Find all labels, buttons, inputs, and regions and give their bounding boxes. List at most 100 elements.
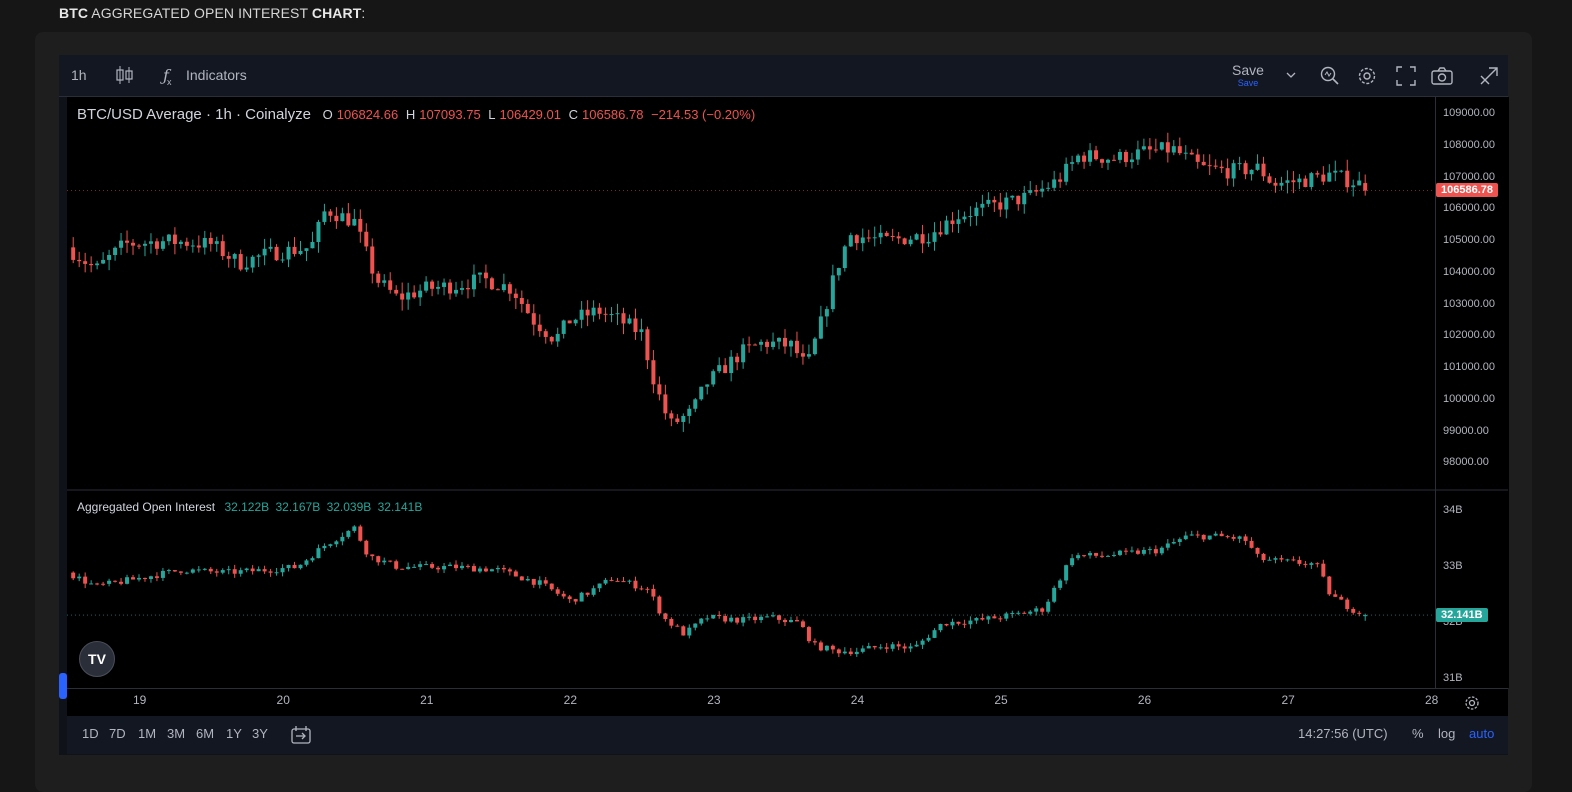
- price-candle: [202, 237, 207, 248]
- chart-plot: [67, 132, 1508, 658]
- price-candle: [992, 199, 997, 203]
- oi-title[interactable]: Aggregated Open Interest: [77, 500, 216, 514]
- axis-settings-icon[interactable]: [1463, 694, 1481, 712]
- oi-candle: [609, 579, 614, 581]
- oi-candle: [1213, 533, 1218, 536]
- utc-clock[interactable]: 14:27:56 (UTC): [1298, 726, 1388, 741]
- chevron-down-icon[interactable]: [1285, 69, 1307, 91]
- tradingview-logo[interactable]: TV: [79, 641, 115, 677]
- price-candle: [836, 268, 841, 276]
- interval-button[interactable]: 1h: [71, 67, 87, 83]
- oi-candle: [107, 580, 112, 584]
- price-candle: [1106, 159, 1110, 163]
- oi-candle: [974, 618, 979, 621]
- oi-candle: [1088, 553, 1093, 556]
- oi-candle: [645, 588, 650, 590]
- camera-icon[interactable]: [1430, 65, 1453, 87]
- range-button-3y[interactable]: 3Y: [252, 726, 268, 741]
- oi-candle: [1249, 540, 1254, 548]
- oi-candle: [1135, 550, 1140, 554]
- range-button-1d[interactable]: 1D: [82, 726, 99, 741]
- price-candle: [1273, 182, 1278, 186]
- chart-canvas[interactable]: [67, 97, 1508, 688]
- price-candle: [908, 239, 913, 245]
- price-candle: [962, 216, 967, 220]
- log-scale-toggle[interactable]: log: [1438, 726, 1456, 741]
- save-button[interactable]: Save Save: [1232, 62, 1264, 88]
- close-value: 106586.78: [582, 107, 644, 122]
- time-axis-label: 21: [420, 693, 434, 707]
- oi-open-value: 32.122B: [224, 500, 270, 514]
- oi-candle: [681, 626, 686, 636]
- oi-candle: [651, 588, 656, 597]
- price-candle: [669, 413, 674, 419]
- price-candle: [609, 314, 614, 316]
- oi-candle: [1177, 539, 1182, 542]
- symbol-title[interactable]: BTC/USD Average · 1h · Coinalyze: [77, 106, 311, 123]
- price-candle: [77, 259, 82, 262]
- auto-scale-toggle[interactable]: auto: [1469, 726, 1495, 741]
- oi-candle: [131, 577, 136, 580]
- price-candle: [633, 318, 638, 333]
- price-candle: [154, 241, 159, 249]
- oi-axis-label: 31B: [1443, 672, 1463, 684]
- price-candle: [573, 319, 578, 324]
- quick-search-icon[interactable]: [1319, 65, 1341, 87]
- oi-candle: [890, 644, 895, 649]
- price-candle: [639, 329, 644, 333]
- price-candle: [1046, 187, 1051, 189]
- price-candle: [328, 211, 333, 216]
- oi-candle: [113, 580, 118, 582]
- price-candle: [256, 255, 261, 257]
- oi-candle: [986, 616, 991, 620]
- oi-candle: [555, 589, 560, 594]
- oi-candle: [370, 554, 375, 557]
- price-candle: [699, 386, 704, 400]
- price-candle: [346, 213, 351, 226]
- chart-toolbar: 1h ƒ x Indicators Save Save: [59, 55, 1508, 97]
- high-label: H: [405, 107, 416, 122]
- popout-icon[interactable]: [1478, 65, 1500, 87]
- price-candle: [1082, 155, 1087, 162]
- range-button-1m[interactable]: 1M: [138, 726, 157, 741]
- oi-candle: [274, 572, 279, 574]
- indicators-button[interactable]: Indicators: [186, 67, 247, 83]
- range-button-3m[interactable]: 3M: [167, 726, 186, 741]
- time-axis[interactable]: [67, 688, 1508, 716]
- oi-candle: [196, 569, 201, 571]
- price-candle: [352, 218, 357, 226]
- price-candle: [998, 202, 1003, 210]
- price-candle: [160, 241, 165, 249]
- price-candle: [1034, 190, 1039, 192]
- price-candle: [316, 221, 321, 243]
- price-candle: [1028, 190, 1033, 193]
- price-candle: [1345, 170, 1350, 188]
- time-axis-label: 24: [850, 693, 865, 707]
- calendar-goto-icon[interactable]: [290, 725, 312, 745]
- oi-candle: [1309, 563, 1314, 565]
- gear-icon[interactable]: [1356, 65, 1378, 87]
- oi-candle: [460, 565, 464, 569]
- oi-candle: [1129, 550, 1134, 552]
- oi-candle: [938, 623, 943, 631]
- fullscreen-icon[interactable]: [1395, 65, 1417, 87]
- oi-candle: [579, 592, 584, 602]
- price-candle: [579, 309, 584, 320]
- oi-candle: [1022, 612, 1027, 614]
- price-candle: [1070, 162, 1075, 164]
- scroll-left-handle[interactable]: [59, 673, 67, 699]
- range-button-7d[interactable]: 7D: [109, 726, 126, 741]
- range-button-1y[interactable]: 1Y: [226, 726, 242, 741]
- price-candle: [1111, 159, 1116, 161]
- oi-candle: [382, 560, 387, 563]
- oi-axis-label: 33B: [1443, 560, 1463, 572]
- price-candle: [1285, 180, 1290, 183]
- oi-candle: [465, 565, 470, 567]
- range-button-6m[interactable]: 6M: [196, 726, 215, 741]
- percent-scale-toggle[interactable]: %: [1412, 726, 1424, 741]
- candles-icon[interactable]: [115, 64, 137, 86]
- oi-candle: [178, 571, 183, 573]
- oi-candle: [735, 617, 740, 623]
- price-candle: [597, 307, 602, 314]
- price-candle: [753, 344, 758, 346]
